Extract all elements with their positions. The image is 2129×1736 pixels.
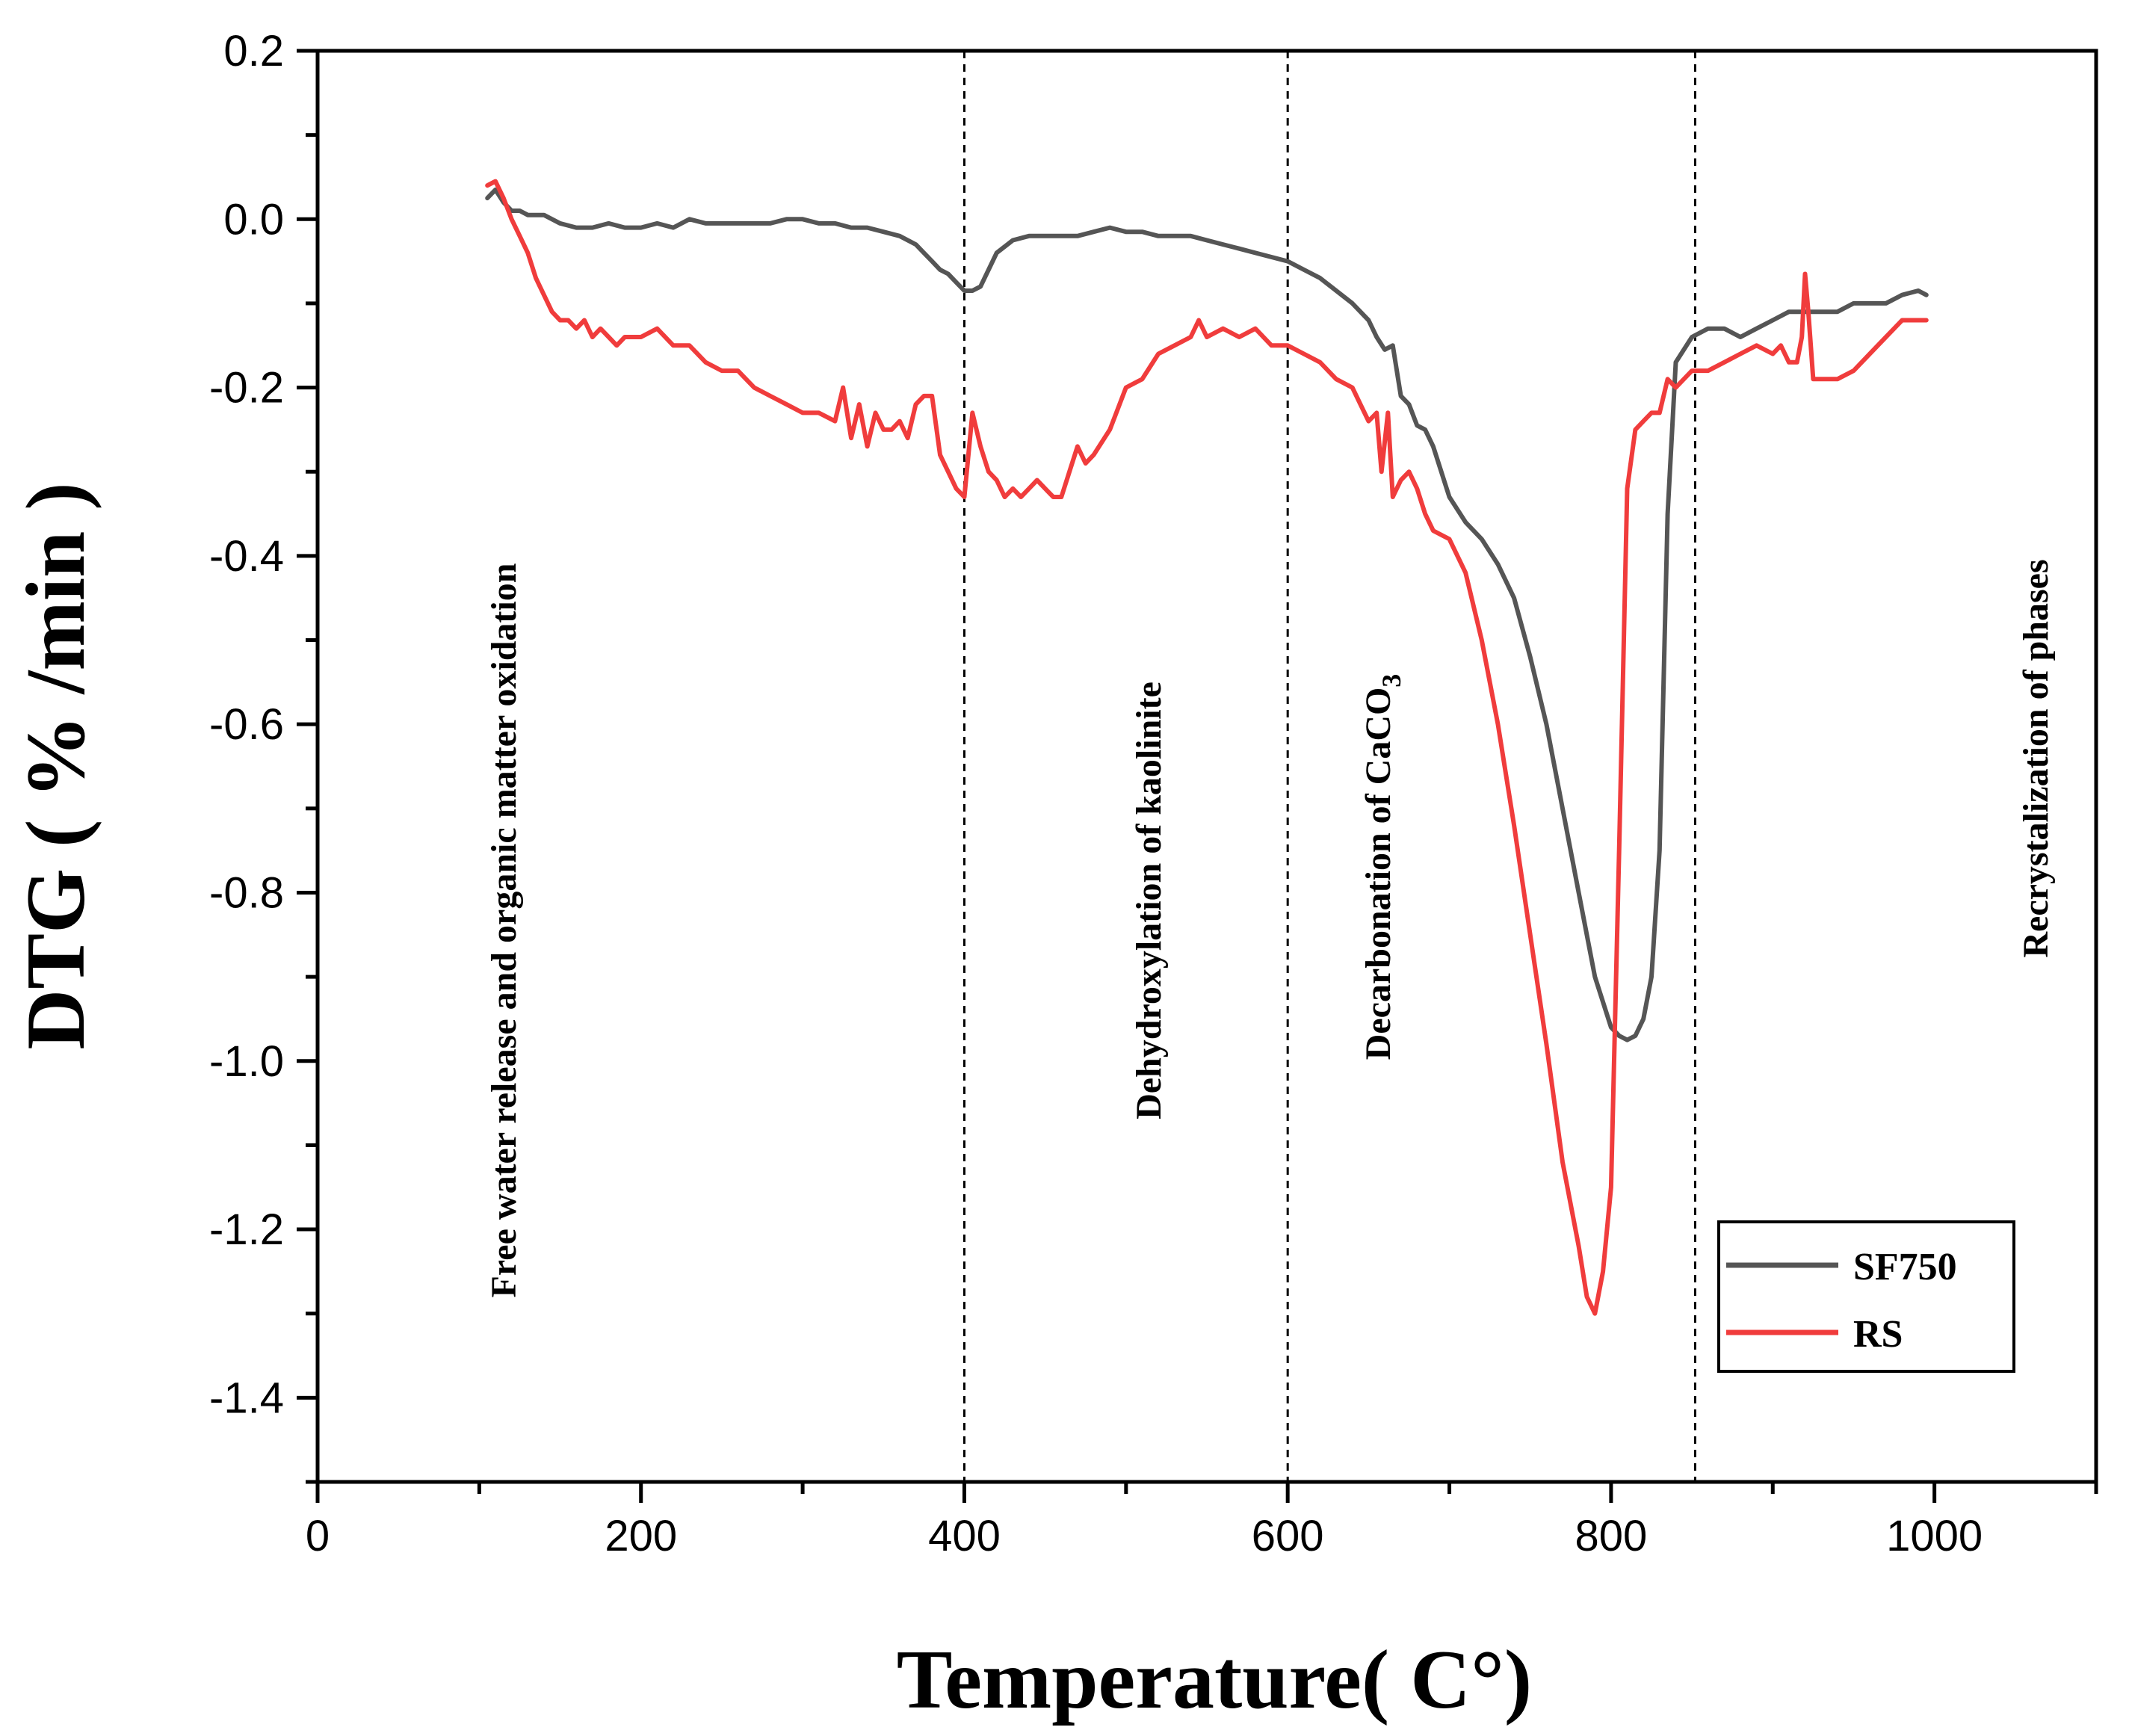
y-axis-ticks: 0.2 0.0 -0.2 -0.4 -0.6 -0.8 -1.0 -1.2 -1.4 (209, 27, 318, 1484)
legend-label-rs: RS (1853, 1313, 1903, 1356)
series-line-sf750 (485, 187, 1929, 1042)
legend-box (1717, 1220, 2015, 1373)
x-axis-title: Temperature( C°) (897, 1634, 1532, 1726)
x-tick-label: 0 (306, 1512, 330, 1560)
y-tick-label: 0.0 (223, 195, 284, 244)
x-tick-label: 600 (1252, 1512, 1324, 1560)
x-tick-label: 1000 (1886, 1512, 1983, 1560)
region-dividers (962, 51, 1696, 1482)
y-tick-label: 0.2 (223, 27, 284, 75)
y-tick-label: -1.2 (209, 1205, 284, 1254)
legend-label-sf750: SF750 (1853, 1246, 1957, 1288)
y-tick-label: -1.4 (209, 1374, 284, 1422)
x-axis-ticks: 0 200 400 600 800 1000 (306, 1482, 2098, 1560)
y-tick-label: -0.4 (209, 532, 284, 581)
annotation-decarbonation: Decarbonation of CaCO3 (1359, 674, 1406, 1060)
annotation-recrystallization: Recrystalization of phases (2016, 559, 2056, 957)
x-tick-label: 400 (928, 1512, 1001, 1560)
y-tick-label: -0.8 (209, 868, 284, 917)
series-line-rs (485, 179, 1929, 1316)
x-tick-label: 200 (605, 1512, 677, 1560)
series-layer (485, 179, 1929, 1316)
legend: SF750 RS (1717, 1220, 2015, 1373)
y-tick-label: -0.6 (209, 700, 284, 749)
y-axis-title: DTG ( % /min ) (10, 482, 102, 1049)
y-tick-label: -1.0 (209, 1037, 284, 1086)
annotation-dehydroxylation: Dehydroxylation of kaolinite (1129, 682, 1169, 1119)
annotation-decarbonation-subscript: 3 (1376, 674, 1406, 688)
annotation-decarbonation-main: Decarbonation of CaCO (1359, 688, 1398, 1060)
y-tick-label: -0.2 (209, 364, 284, 413)
annotation-free-water: Free water release and organic matter ox… (484, 563, 524, 1298)
x-tick-label: 800 (1575, 1512, 1648, 1560)
plot-frame (315, 49, 2098, 1484)
